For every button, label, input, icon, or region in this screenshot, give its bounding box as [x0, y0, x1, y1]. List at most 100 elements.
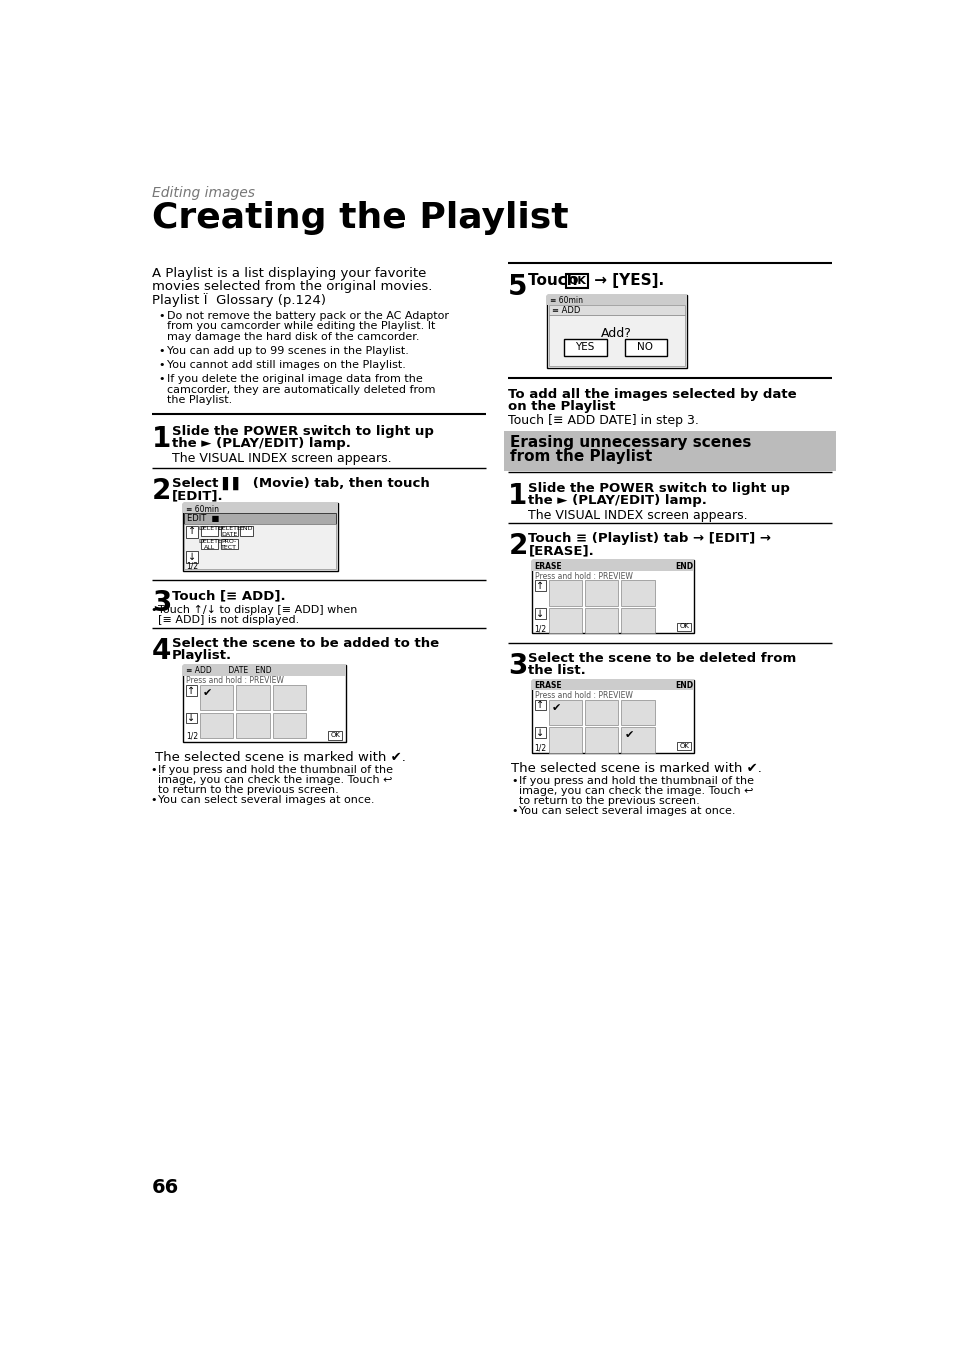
Bar	[624, 339, 666, 356]
Text: 2: 2	[152, 478, 171, 505]
Text: •: •	[511, 806, 517, 816]
Text: YES: YES	[575, 342, 594, 353]
Text: ↑: ↑	[536, 700, 543, 710]
Text: If you press and hold the thumbnail of the: If you press and hold the thumbnail of t…	[158, 765, 393, 775]
Bar	[620, 608, 654, 634]
Bar	[199, 712, 233, 738]
Text: •: •	[150, 765, 156, 775]
Text: Press and hold : PREVIEW: Press and hold : PREVIEW	[534, 691, 632, 700]
Bar	[677, 623, 691, 631]
Bar	[186, 712, 196, 723]
Bar	[566, 274, 587, 288]
Text: ✔: ✔	[624, 730, 633, 741]
Bar	[328, 731, 342, 740]
Text: A Playlist is a list displaying your favorite: A Playlist is a list displaying your fav…	[152, 267, 426, 280]
Bar	[531, 680, 694, 691]
Bar	[201, 525, 218, 536]
Text: Press and hold : PREVIEW: Press and hold : PREVIEW	[534, 571, 632, 581]
Text: 3: 3	[508, 651, 527, 680]
Bar	[548, 581, 581, 605]
Text: The VISUAL INDEX screen appears.: The VISUAL INDEX screen appears.	[172, 452, 391, 465]
Bar	[273, 685, 306, 710]
Text: ↑: ↑	[187, 685, 195, 696]
Text: camcorder, they are automatically deleted from: camcorder, they are automatically delete…	[167, 384, 436, 395]
Text: ≡ 60min: ≡ 60min	[186, 505, 218, 514]
Text: The selected scene is marked with ✔.: The selected scene is marked with ✔.	[511, 761, 761, 775]
Bar	[236, 685, 270, 710]
Bar	[183, 503, 337, 513]
Text: PRO-
TECT: PRO- TECT	[221, 539, 237, 550]
Text: 66: 66	[152, 1178, 179, 1197]
Bar	[199, 685, 233, 710]
Text: may damage the hard disk of the camcorder.: may damage the hard disk of the camcorde…	[167, 332, 419, 342]
Text: ↓: ↓	[536, 727, 543, 738]
Text: Touch ≡ (Playlist) tab → [EDIT] →: Touch ≡ (Playlist) tab → [EDIT] →	[528, 532, 771, 546]
Text: on the Playlist: on the Playlist	[508, 400, 615, 413]
Bar	[534, 699, 545, 710]
Text: 1: 1	[508, 482, 527, 510]
Bar	[531, 560, 694, 634]
Text: •: •	[158, 360, 164, 370]
Text: 1/2: 1/2	[534, 744, 546, 752]
Text: Slide the POWER switch to light up: Slide the POWER switch to light up	[172, 425, 434, 438]
Text: [EDIT].: [EDIT].	[172, 490, 223, 502]
Bar	[534, 581, 545, 590]
Bar	[546, 294, 686, 304]
Bar	[184, 524, 335, 570]
Text: 4: 4	[152, 638, 171, 665]
Text: 1: 1	[152, 425, 171, 453]
Text: EDIT  ■: EDIT ■	[187, 514, 219, 522]
Bar	[620, 699, 654, 725]
Text: •: •	[511, 776, 517, 786]
Bar	[183, 665, 345, 676]
Bar	[504, 430, 835, 471]
Text: •: •	[158, 346, 164, 356]
Bar	[531, 560, 694, 571]
Text: ≡ ADD: ≡ ADD	[551, 307, 579, 315]
Bar	[584, 581, 618, 605]
Text: ↓: ↓	[536, 609, 543, 619]
Text: image, you can check the image. Touch ↩: image, you can check the image. Touch ↩	[158, 775, 392, 784]
Bar	[186, 685, 196, 696]
Text: Touch ↑/↓ to display [≡ ADD] when: Touch ↑/↓ to display [≡ ADD] when	[158, 605, 357, 615]
Bar	[186, 551, 198, 563]
Text: Press and hold : PREVIEW: Press and hold : PREVIEW	[186, 676, 283, 685]
Text: ERASE: ERASE	[534, 562, 561, 571]
Bar	[620, 727, 654, 753]
Text: Select ▌▌  (Movie) tab, then touch: Select ▌▌ (Movie) tab, then touch	[172, 478, 429, 490]
Text: If you press and hold the thumbnail of the: If you press and hold the thumbnail of t…	[518, 776, 754, 786]
Text: •: •	[158, 373, 164, 384]
Bar	[220, 539, 237, 550]
Text: 1/2: 1/2	[186, 562, 198, 571]
Bar	[220, 525, 237, 536]
Text: •: •	[150, 795, 156, 805]
Text: Touch [≡ ADD].: Touch [≡ ADD].	[172, 589, 285, 603]
Text: the list.: the list.	[528, 664, 585, 677]
Text: ≡ 60min: ≡ 60min	[550, 296, 582, 305]
Text: Select the scene to be deleted from: Select the scene to be deleted from	[528, 651, 796, 665]
Text: To add all the images selected by date: To add all the images selected by date	[508, 388, 796, 400]
Text: 2: 2	[508, 532, 527, 560]
Text: You can add up to 99 scenes in the Playlist.: You can add up to 99 scenes in the Playl…	[167, 346, 409, 356]
Text: The VISUAL INDEX screen appears.: The VISUAL INDEX screen appears.	[528, 509, 747, 522]
Text: ✔: ✔	[203, 688, 213, 697]
Text: [≡ ADD] is not displayed.: [≡ ADD] is not displayed.	[158, 615, 299, 624]
Bar	[534, 727, 545, 738]
Text: ↑: ↑	[536, 581, 543, 590]
Bar	[186, 525, 198, 537]
Text: 3: 3	[152, 589, 171, 617]
Text: OK: OK	[568, 275, 585, 286]
Text: Playlist.: Playlist.	[172, 650, 232, 662]
Text: Erasing unnecessary scenes: Erasing unnecessary scenes	[509, 436, 750, 451]
Text: 1/2: 1/2	[534, 624, 546, 634]
Text: ✔: ✔	[551, 703, 560, 712]
Text: If you delete the original image data from the: If you delete the original image data fr…	[167, 373, 422, 384]
Text: DELETE
ALL: DELETE ALL	[198, 539, 222, 550]
Text: Creating the Playlist: Creating the Playlist	[152, 201, 568, 235]
Text: from you camcorder while editing the Playlist. It: from you camcorder while editing the Pla…	[167, 322, 436, 331]
Text: You cannot add still images on the Playlist.: You cannot add still images on the Playl…	[167, 360, 406, 370]
Bar	[584, 699, 618, 725]
Text: ≡ ADD       DATE   END: ≡ ADD DATE END	[186, 666, 272, 676]
Text: image, you can check the image. Touch ↩: image, you can check the image. Touch ↩	[518, 786, 753, 795]
Text: Touch [≡ ADD DATE] in step 3.: Touch [≡ ADD DATE] in step 3.	[508, 414, 699, 427]
